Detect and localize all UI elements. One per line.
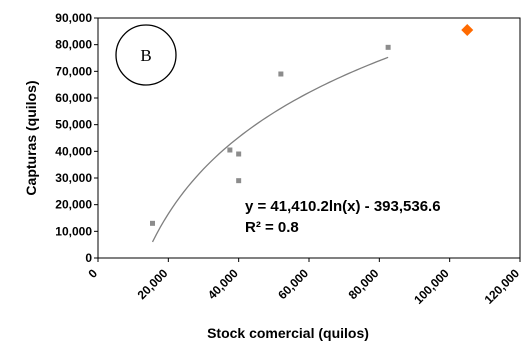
trendline: [151, 56, 389, 243]
panel-badge-label: B: [140, 46, 151, 65]
r-squared: R² = 0.8: [245, 219, 299, 236]
data-point: [236, 151, 242, 157]
y-tick-label: 0: [85, 251, 92, 265]
y-axis-title: Capturas (quilos): [23, 80, 39, 195]
y-tick-label: 70,000: [55, 64, 92, 78]
data-point: [385, 44, 391, 50]
y-tick-label: 30,000: [55, 171, 92, 185]
x-tick-label: 40,000: [205, 266, 241, 302]
y-tick-label: 90,000: [55, 11, 92, 25]
y-tick-label: 60,000: [55, 91, 92, 105]
y-tick-label: 80,000: [55, 38, 92, 52]
data-points: [150, 24, 474, 226]
y-tick-label: 50,000: [55, 118, 92, 132]
highlight-point: [461, 24, 474, 36]
panel-badge: B: [115, 24, 177, 86]
x-tick-label: 0: [85, 266, 100, 281]
trendline-equation: y = 41,410.2ln(x) - 393,536.6: [245, 198, 441, 215]
y-axis: 0 10,000 20,000 30,000 40,000 50,000 60,000 70,…: [55, 11, 98, 265]
x-tick-label: 80,000: [346, 266, 382, 302]
y-tick-label: 20,000: [55, 198, 92, 212]
panel-badge-circle: [115, 24, 177, 86]
x-tick-label: 20,000: [135, 266, 171, 302]
data-point: [236, 178, 242, 184]
x-axis-title: Stock comercial (quilos): [207, 325, 369, 341]
x-axis: 0 20,000 40,000 60,000 80,000 100,000 120,000: [85, 258, 522, 307]
x-tick-label: 120,000: [482, 266, 523, 307]
x-tick-label: 60,000: [275, 266, 311, 302]
data-point: [227, 147, 233, 153]
data-point: [150, 220, 156, 226]
y-tick-label: 40,000: [55, 144, 92, 158]
x-tick-label: 100,000: [411, 266, 452, 307]
data-point: [278, 71, 284, 77]
y-tick-label: 10,000: [55, 224, 92, 238]
